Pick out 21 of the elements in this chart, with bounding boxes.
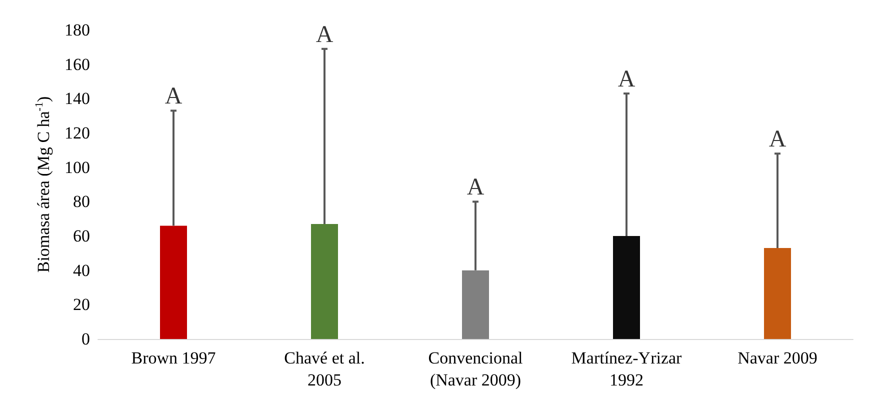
annotation: A [768,126,787,153]
y-tick-label: 180 [64,20,90,40]
annotation: A [618,66,636,93]
x-tick-label: Convencional (Navar 2009) [428,348,523,390]
y-axis-title: Biomasa área (Mg C ha-1) [34,96,53,273]
annotation: A [164,84,183,110]
y-tick-label: 160 [64,54,90,74]
annotation: A [316,22,334,48]
y-tick-label: 0 [82,330,90,348]
y-tick-label: 40 [73,260,90,280]
y-tick-label: 20 [73,295,90,314]
annotation: A [466,174,485,201]
y-tick-label: 100 [64,158,90,177]
y-tick-label: 120 [64,124,90,142]
y-tick-label: 80 [73,192,90,212]
x-tick-label: Navar 2009 [738,348,818,368]
y-tick-label: 140 [64,89,90,108]
x-tick-label: Chavé et al. 2005 [284,348,365,390]
x-tick-label: Brown 1997 [131,348,216,368]
x-tick-label: Martínez-Yrizar 1992 [571,348,682,390]
y-tick-label: 60 [73,226,90,246]
